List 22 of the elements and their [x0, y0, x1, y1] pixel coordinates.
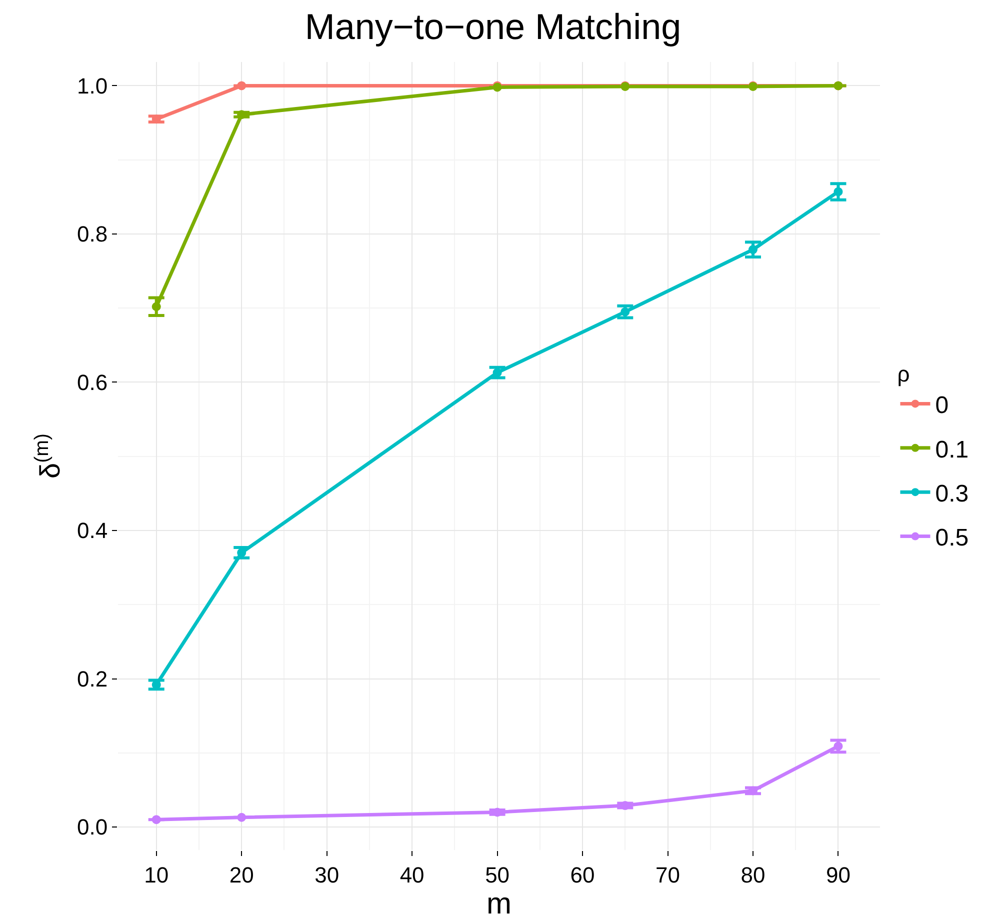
y-tick-label: 0.8 [77, 222, 108, 247]
y-tick-label: 0.0 [77, 814, 108, 840]
legend-title: ρ [897, 362, 910, 387]
x-tick-label: 90 [826, 862, 850, 888]
y-tick-label: 0.4 [77, 518, 108, 544]
y-tick-label: 0.6 [77, 370, 108, 395]
x-axis-title: m [486, 887, 512, 920]
chart-title: Many−to−one Matching [304, 6, 682, 48]
x-tick-label: 20 [229, 862, 254, 888]
x-tick-label: 60 [570, 862, 595, 888]
x-tick-label: 80 [740, 862, 766, 888]
legend-label: 0.3 [935, 480, 969, 508]
x-tick-label: 30 [314, 862, 340, 888]
legend-label: 0 [935, 392, 949, 420]
y-tick-label: 0.2 [77, 666, 108, 692]
x-tick-label: 40 [400, 862, 424, 888]
x-tick-label: 70 [656, 862, 680, 888]
y-tick-label: 1.0 [77, 73, 108, 98]
x-tick-label: 10 [144, 862, 169, 888]
x-tick-label: 50 [485, 862, 510, 888]
legend-label: 0.5 [935, 524, 969, 552]
legend-label: 0.1 [935, 436, 969, 464]
